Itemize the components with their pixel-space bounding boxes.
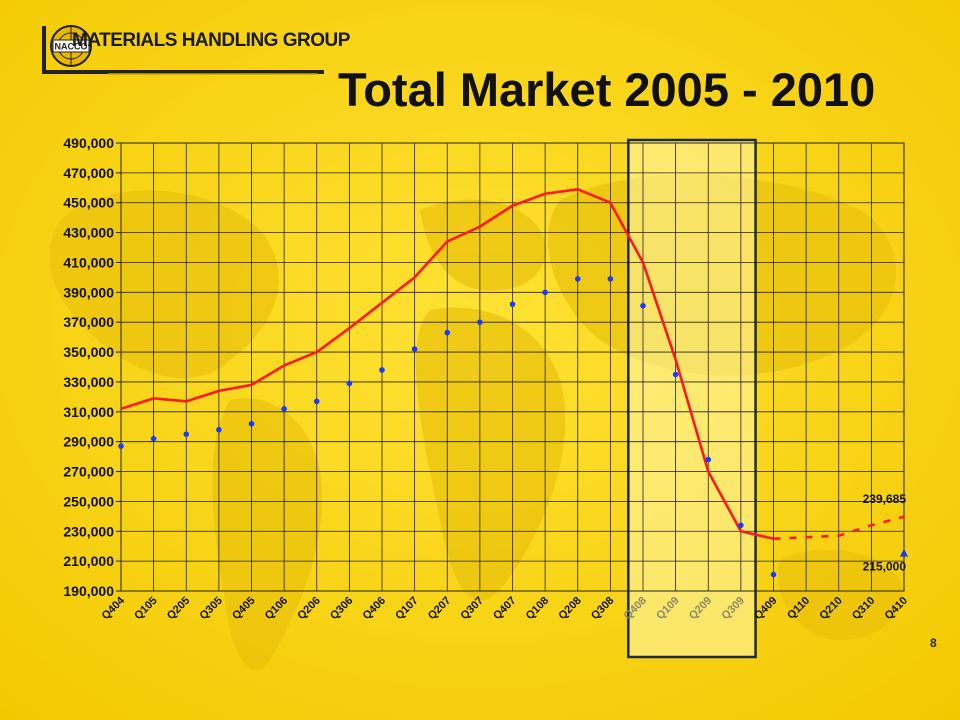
x-tick-label: Q308 (589, 595, 617, 623)
page-title: Total Market 2005 - 2010 (338, 63, 876, 116)
x-tick-label: Q406 (361, 595, 389, 623)
data-point (248, 420, 255, 427)
data-point (542, 289, 548, 296)
data-point (216, 426, 222, 433)
y-tick-label: 190,000 (63, 583, 114, 599)
data-point (313, 398, 320, 405)
y-tick-label: 450,000 (63, 195, 114, 211)
y-tick-label: 390,000 (63, 284, 114, 300)
y-tick-label: 490,000 (63, 135, 114, 151)
x-tick-label: Q305 (197, 595, 225, 623)
y-tick-label: 470,000 (63, 165, 114, 181)
y-tick-label: 210,000 (63, 553, 114, 569)
data-point (150, 435, 157, 442)
data-label: 215,000 (863, 560, 907, 574)
data-point (477, 319, 483, 326)
series-line-forecast (773, 515, 905, 541)
x-tick-label: Q207 (426, 595, 454, 623)
x-tick-label: Q307 (458, 595, 486, 623)
data-point (444, 329, 451, 336)
data-point (705, 456, 712, 463)
y-tick-label: 430,000 (63, 225, 114, 241)
x-tick-label: Q205 (165, 595, 193, 623)
y-tick-label: 290,000 (63, 434, 114, 450)
data-point (640, 302, 646, 309)
data-point (183, 431, 190, 438)
x-tick-label: Q410 (883, 595, 911, 623)
x-tick-label: Q110 (785, 595, 812, 622)
data-point (607, 276, 614, 282)
page-number: 8 (930, 636, 937, 650)
data-point (379, 367, 385, 373)
x-tick-label: Q208 (556, 595, 584, 623)
data-label: 239,685 (863, 492, 907, 506)
data-point (738, 522, 744, 529)
x-tick-label: Q407 (491, 595, 519, 623)
y-tick-label: 330,000 (63, 374, 114, 390)
data-point (411, 346, 418, 352)
x-tick-label: Q106 (263, 595, 291, 623)
y-tick-label: 410,000 (63, 254, 114, 270)
data-point (672, 371, 679, 378)
logo-text: MATERIALS HANDLING GROUP (72, 30, 350, 51)
data-point (574, 276, 581, 282)
y-tick-label: 370,000 (63, 314, 114, 330)
x-tick-label: Q210 (817, 595, 845, 623)
highlight-box (627, 138, 757, 659)
data-point (900, 548, 908, 557)
x-tick-label: Q105 (132, 595, 160, 623)
data-point (118, 443, 124, 449)
x-tick-label: Q108 (524, 595, 552, 623)
x-tick-label: Q310 (850, 595, 878, 623)
y-tick-label: 230,000 (63, 523, 114, 539)
x-tick-label: Q107 (393, 595, 421, 623)
y-tick-label: 350,000 (63, 344, 114, 360)
company-logo: NACCO (42, 25, 324, 75)
y-tick-label: 270,000 (63, 464, 114, 480)
series-line-actual (120, 187, 774, 541)
data-point (346, 380, 353, 387)
y-tick-label: 250,000 (63, 493, 114, 509)
x-tick-label: Q306 (328, 595, 356, 623)
logo-badge-text: NACCO (55, 42, 88, 52)
x-tick-label: Q405 (230, 595, 258, 623)
data-point (509, 301, 516, 308)
x-tick-label: Q206 (295, 595, 323, 623)
data-point (770, 571, 777, 578)
y-tick-label: 310,000 (63, 404, 114, 420)
data-point (281, 406, 287, 412)
